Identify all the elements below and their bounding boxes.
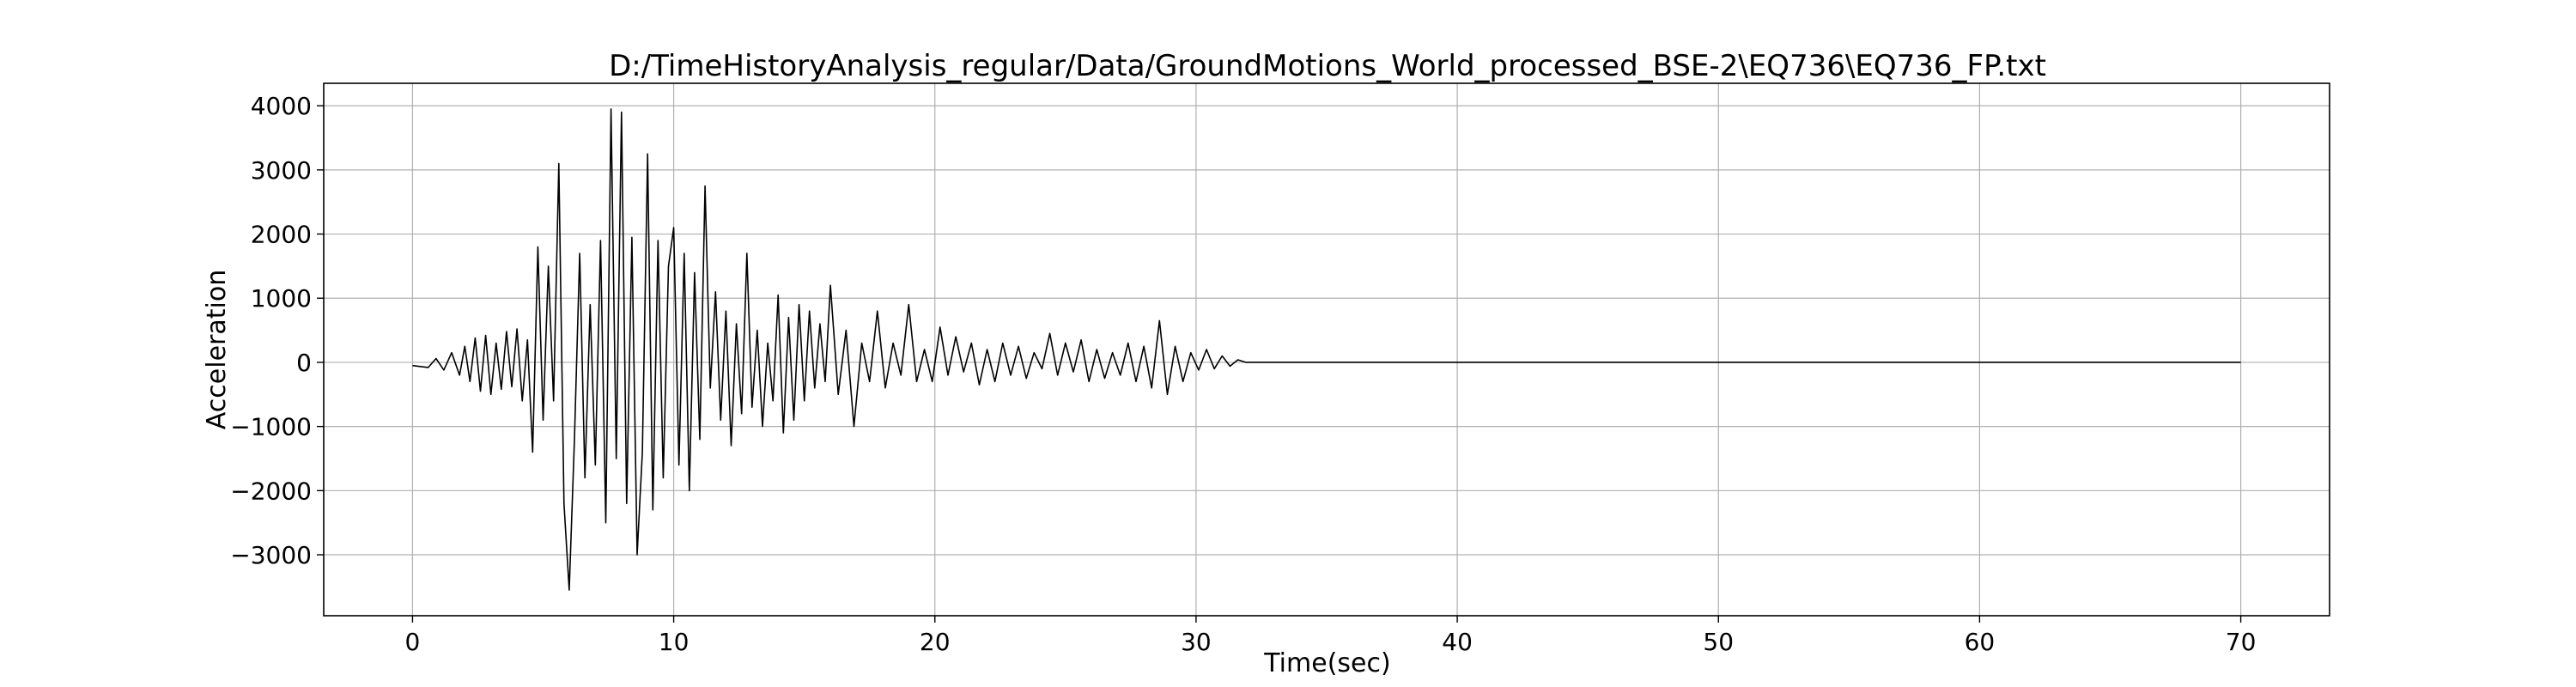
x-tick-label: 70	[2226, 628, 2257, 656]
y-tick-label: 2000	[251, 221, 312, 249]
y-tick-label: 4000	[251, 92, 312, 120]
x-tick-label: 40	[1442, 628, 1473, 656]
x-axis: 0 10 20 30 40 50 60 70	[405, 616, 2257, 656]
x-axis-label: Time(sec)	[1263, 648, 1390, 678]
plot-area-frame	[323, 82, 2330, 617]
x-tick-label: 20	[920, 628, 951, 656]
y-axis-label: Acceleration	[202, 270, 232, 429]
x-tick-label: 60	[1965, 628, 1996, 656]
x-tick-label: 30	[1181, 628, 1212, 656]
y-tick-label: −1000	[230, 413, 312, 441]
x-tick-label: 0	[405, 628, 421, 656]
y-tick-label: 1000	[251, 284, 312, 313]
y-tick-label: 0	[296, 349, 312, 377]
x-tick-label: 50	[1703, 628, 1734, 656]
y-tick-label: 3000	[251, 156, 312, 185]
x-tick-label: 10	[659, 628, 690, 656]
chart-title: D:/TimeHistoryAnalysis_regular/Data/Grou…	[609, 49, 2046, 83]
series-line	[412, 108, 2241, 591]
y-tick-label: −2000	[230, 477, 312, 505]
y-axis: −3000 −2000 −1000 0 1000 2000 3000 4000	[230, 92, 324, 569]
grid	[324, 83, 2330, 616]
y-tick-label: −3000	[230, 541, 312, 569]
